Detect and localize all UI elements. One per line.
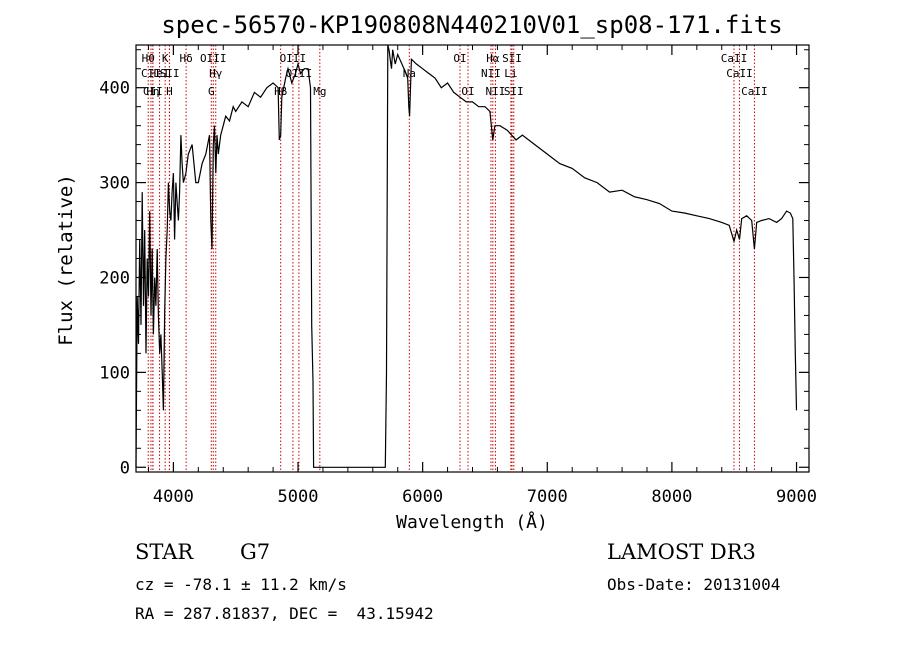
y-tick-label-2: 200 — [99, 268, 130, 288]
line-label-26: CaII — [726, 67, 753, 80]
x-tick-label-2: 6000 — [402, 487, 443, 507]
line-label-18: OI — [461, 85, 474, 98]
y-axis-label: Flux (relative) — [55, 174, 77, 346]
line-label-8: Hδ — [179, 52, 192, 65]
line-label-22: SII — [502, 52, 522, 65]
line-label-27: CaII — [741, 85, 768, 98]
x-tick-label-1: 5000 — [278, 487, 319, 507]
x-tick-label-4: 8000 — [651, 487, 692, 507]
survey-label: LAMOST DR3 — [607, 540, 756, 564]
y-tick-label-4: 400 — [99, 79, 130, 99]
spectral-line-markers — [147, 45, 755, 472]
y-tick-label-3: 300 — [99, 174, 130, 194]
y-axis-ticks: 0 100 200 300 400 — [99, 49, 809, 478]
spectrum-chart: spec-56570-KP190808N440210V01_sp08-171.f… — [55, 11, 817, 533]
line-label-12: Hβ — [274, 85, 288, 98]
subclass-label: G7 — [240, 540, 271, 564]
y-tick-label-1: 100 — [99, 363, 130, 383]
chart-title: spec-56570-KP190808N440210V01_sp08-171.f… — [161, 11, 782, 39]
line-label-9: OIII — [200, 52, 227, 65]
x-axis-label: Wavelength (Å) — [396, 511, 548, 533]
x-tick-label-0: 4000 — [153, 487, 194, 507]
x-axis-ticks: 4000 5000 6000 7000 8000 9000 — [147, 45, 817, 507]
line-label-1: CII — [141, 67, 161, 80]
line-label-11: G — [208, 85, 215, 98]
line-label-14: OIII — [286, 67, 313, 80]
line-label-23: Li — [504, 67, 517, 80]
line-label-0: Hθ — [142, 52, 155, 65]
line-label-2: CII — [143, 85, 163, 98]
line-label-17: OI — [453, 52, 466, 65]
line-label-20: NII — [481, 67, 501, 80]
y-tick-label-0: 0 — [120, 458, 130, 478]
obs-date-text: Obs-Date: 20131004 — [607, 575, 781, 594]
line-label-4: HeI — [150, 67, 170, 80]
line-label-15: Mg — [313, 85, 326, 98]
x-tick-label-3: 7000 — [527, 487, 568, 507]
line-label-21: NII — [485, 85, 505, 98]
line-label-7: H — [166, 85, 173, 98]
line-label-25: CaII — [721, 52, 748, 65]
class-label: STAR — [135, 540, 194, 564]
line-label-24: SII — [504, 85, 524, 98]
line-label-13: OIII — [280, 52, 307, 65]
line-label-19: Hα — [486, 52, 500, 65]
line-label-16: Na — [403, 67, 416, 80]
line-label-6: SII — [160, 67, 180, 80]
coordinates-text: RA = 287.81837, DEC = 43.15942 — [135, 604, 434, 623]
line-label-5: K — [162, 52, 169, 65]
x-tick-label-5: 9000 — [776, 487, 817, 507]
redshift-text: cz = -78.1 ± 11.2 km/s — [135, 575, 347, 594]
line-label-3: Hη — [146, 85, 159, 98]
line-label-10: Hγ — [209, 67, 223, 80]
spectrum-series-line — [135, 44, 798, 468]
